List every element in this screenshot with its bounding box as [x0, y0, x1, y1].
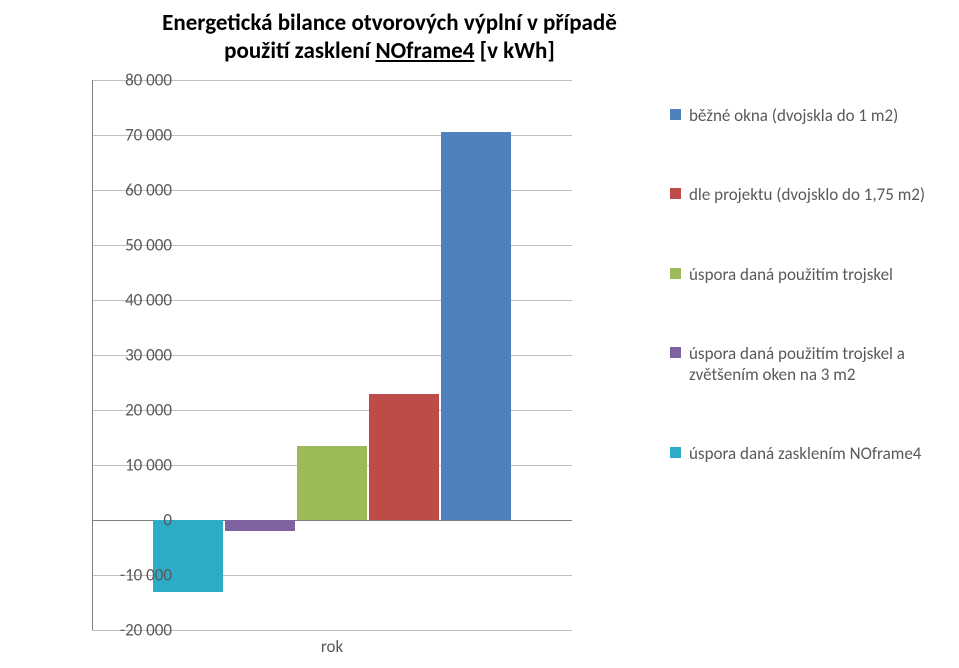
bar	[225, 520, 295, 531]
chart-title: Energetická bilance otvorových výplní v …	[110, 10, 669, 65]
legend-item: běžné okna (dvojskla do 1 m2)	[670, 105, 950, 126]
legend-item: úspora daná použitím trojskel	[670, 264, 950, 285]
legend-label: úspora daná zasklením NOframe4	[689, 443, 921, 464]
chart-title-line1: Energetická bilance otvorových výplní v …	[162, 9, 617, 37]
legend-item: úspora daná zasklením NOframe4	[670, 443, 950, 464]
chart-area: -20 000-10 000010 00020 00030 00040 0005…	[10, 80, 660, 630]
y-tick-label: -10 000	[102, 565, 172, 586]
bar	[297, 446, 367, 520]
legend-swatch	[670, 188, 681, 199]
bar	[369, 394, 439, 521]
y-tick-label: 0	[102, 510, 172, 531]
chart-title-line2: použití zasklení NOframe4 [v kWh]	[224, 37, 555, 65]
bar	[441, 132, 511, 520]
y-tick-label: 80 000	[102, 70, 172, 91]
y-tick-label: 20 000	[102, 400, 172, 421]
legend-item: dle projektu (dvojsklo do 1,75 m2)	[670, 184, 950, 205]
legend-label: úspora daná použitím trojskel	[689, 264, 893, 285]
y-tick-label: 60 000	[102, 180, 172, 201]
legend-swatch	[670, 268, 681, 279]
legend: běžné okna (dvojskla do 1 m2) dle projekt…	[670, 105, 950, 523]
y-tick-label: 30 000	[102, 345, 172, 366]
y-tick-label: -20 000	[102, 620, 172, 641]
legend-label: dle projektu (dvojsklo do 1,75 m2)	[689, 184, 925, 205]
y-tick-label: 70 000	[102, 125, 172, 146]
y-tick-label: 40 000	[102, 290, 172, 311]
legend-item: úspora daná použitím trojskel a zvětšení…	[670, 343, 950, 386]
y-tick-label: 50 000	[102, 235, 172, 256]
x-axis-label: rok	[321, 636, 343, 657]
y-axis	[92, 80, 93, 630]
legend-swatch	[670, 347, 681, 358]
y-tick-label: 10 000	[102, 455, 172, 476]
legend-label: běžné okna (dvojskla do 1 m2)	[689, 105, 898, 126]
legend-swatch	[670, 447, 681, 458]
legend-swatch	[670, 109, 681, 120]
legend-label: úspora daná použitím trojskel a zvětšení…	[689, 343, 950, 386]
